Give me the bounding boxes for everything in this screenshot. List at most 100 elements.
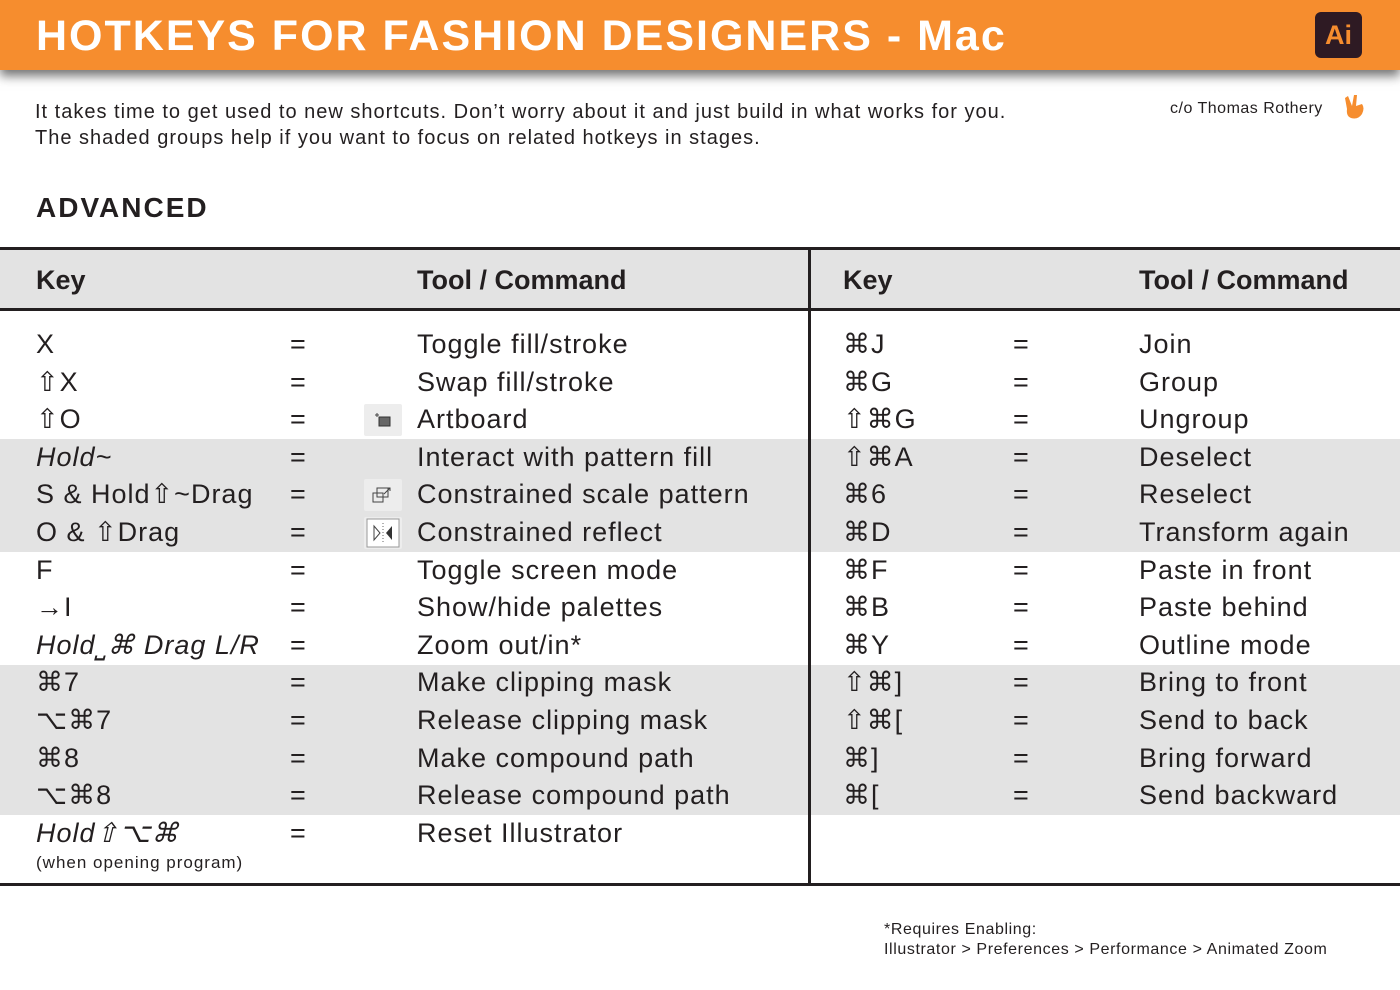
command-label: Bring forward (1139, 742, 1313, 773)
command-label: Make compound path (417, 742, 695, 773)
hotkey: ⌘G (843, 366, 894, 397)
table-row: ⌘D = Transform again (0, 514, 1400, 552)
column-divider (808, 250, 811, 886)
page-title: HOTKEYS FOR FASHION DESIGNERS - Mac (36, 12, 1007, 60)
command-label: Show/hide palettes (417, 592, 664, 623)
command-label: Bring to front (1139, 667, 1308, 698)
illustrator-logo: Ai (1315, 12, 1362, 58)
footnote-line: Illustrator > Preferences > Performance … (884, 941, 1328, 958)
header-key: Key (843, 265, 893, 295)
footnote: *Requires Enabling: Illustrator > Prefer… (884, 920, 1327, 960)
command-label: Constrained scale pattern (417, 479, 750, 510)
command-label: Paste in front (1139, 554, 1313, 585)
table-row: ⌥⌘8 = Release compound path (0, 777, 1400, 815)
table-row: ⌘8 = Make compound path (0, 740, 1400, 778)
hotkey: ⌘6 (843, 479, 888, 510)
hotkey: ⇧X (36, 366, 79, 397)
hotkey: X (36, 329, 56, 359)
table-row: ⌘] = Bring forward (0, 740, 1400, 778)
table-row: Hold~ = Interact with pattern fill (0, 439, 1400, 477)
command-label: Join (1139, 329, 1193, 359)
table-row: ⇧X = Swap fill/stroke (0, 364, 1400, 402)
command-label: Send backward (1139, 780, 1339, 811)
hotkey: ⌘D (843, 517, 892, 547)
table-row: ⌘7 = Make clipping mask (0, 664, 1400, 702)
equals-sign: = (1013, 742, 1030, 773)
table-row: →I = Show/hide palettes (0, 589, 1400, 627)
table-row: ⌘F = Paste in front (0, 552, 1400, 590)
command-label: Swap fill/stroke (417, 366, 615, 397)
command-label: Reset Illustrator (417, 817, 624, 848)
command-label: Reselect (1139, 479, 1253, 510)
equals-sign: = (1013, 780, 1030, 811)
hotkey: →I (36, 592, 73, 623)
equals-sign: = (290, 629, 307, 660)
hotkey: ⌘B (843, 592, 891, 623)
table-row: ⌘G = Group (0, 364, 1400, 402)
hotkey: Hold⇧⌥⌘ (36, 817, 180, 848)
equals-sign: = (290, 780, 307, 811)
key-note: (when opening program) (36, 853, 244, 872)
equals-sign: = (1013, 629, 1030, 660)
hotkey: ⌘J (843, 329, 886, 359)
table-row: ⌥⌘7 = Release clipping mask (0, 702, 1400, 740)
table-row: ⇧⌘A = Deselect (0, 439, 1400, 477)
table-row: Hold⎵⌘ Drag L/R = Zoom out/in* (0, 627, 1400, 665)
table-row: ⌘[= Send backward (0, 777, 1400, 815)
scale-icon (364, 479, 402, 512)
intro-line: The shaded groups help if you want to fo… (35, 127, 761, 149)
command-label: Toggle screen mode (417, 554, 679, 585)
header-key: Key (36, 265, 86, 295)
command-label: Zoom out/in* (417, 629, 583, 660)
command-label: Paste behind (1139, 592, 1309, 623)
hotkey: Hold⎵⌘ Drag L/R (36, 629, 260, 660)
table-row: ⇧⌘] = Bring to front (0, 664, 1400, 702)
equals-sign: = (290, 817, 307, 848)
hotkey: ⌘7 (36, 667, 81, 698)
table-header: Key Tool / Command Key Tool / Command (0, 250, 1400, 311)
command-label: Deselect (1139, 441, 1253, 472)
header-command: Tool / Command (1139, 265, 1349, 295)
section-heading: ADVANCED (36, 192, 209, 223)
command-label: Send to back (1139, 705, 1309, 735)
credit: c/o Thomas Rothery (1170, 100, 1323, 117)
hotkey: ⌘] (843, 742, 880, 773)
hotkey: ⌘8 (36, 742, 81, 773)
peace-hand-icon (1345, 95, 1364, 119)
title-banner: HOTKEYS FOR FASHION DESIGNERS - Mac Ai (0, 0, 1400, 70)
table-row: ⌘6 = Reselect (0, 476, 1400, 514)
hotkey: ⇧O (36, 404, 82, 435)
reflect-icon (364, 517, 402, 549)
table-row: ⌘Y = Outline mode (0, 627, 1400, 665)
equals-sign: = (1013, 329, 1030, 359)
command-label: Transform again (1139, 517, 1350, 547)
command-label: Release clipping mask (417, 705, 709, 735)
equals-sign: = (1013, 441, 1030, 472)
command-label: Constrained reflect (417, 517, 663, 547)
equals-sign: = (290, 329, 307, 359)
command-label: Artboard (417, 404, 529, 435)
command-label: Toggle fill/stroke (417, 329, 629, 359)
equals-sign: = (290, 667, 307, 698)
command-label: Interact with pattern fill (417, 441, 714, 472)
table-row: ⇧⌘[= Send to back (0, 702, 1400, 740)
hotkey: Hold~ (36, 441, 113, 472)
hotkey: ⌥⌘8 (36, 780, 113, 811)
artboard-icon (364, 404, 402, 437)
table-row: S & Hold⇧~Drag = Constrained scale pattern (0, 476, 1400, 514)
command-label: Group (1139, 366, 1220, 397)
equals-sign: = (1013, 667, 1030, 698)
equals-sign: = (1013, 592, 1030, 623)
equals-sign: = (290, 742, 307, 773)
hotkey: ⌘F (843, 554, 889, 585)
command-label: Release compound path (417, 780, 731, 811)
shaded-group (0, 439, 1400, 552)
equals-sign: = (1013, 366, 1030, 397)
equals-sign: = (1013, 705, 1030, 735)
table-row: Hold⇧⌥⌘ = Reset Illustrator (0, 815, 1400, 853)
hotkey: ⇧⌘A (843, 441, 914, 472)
command-label: Outline mode (1139, 629, 1312, 660)
equals-sign: = (290, 404, 307, 435)
equals-sign: = (1013, 517, 1030, 547)
command-label: Make clipping mask (417, 667, 673, 698)
